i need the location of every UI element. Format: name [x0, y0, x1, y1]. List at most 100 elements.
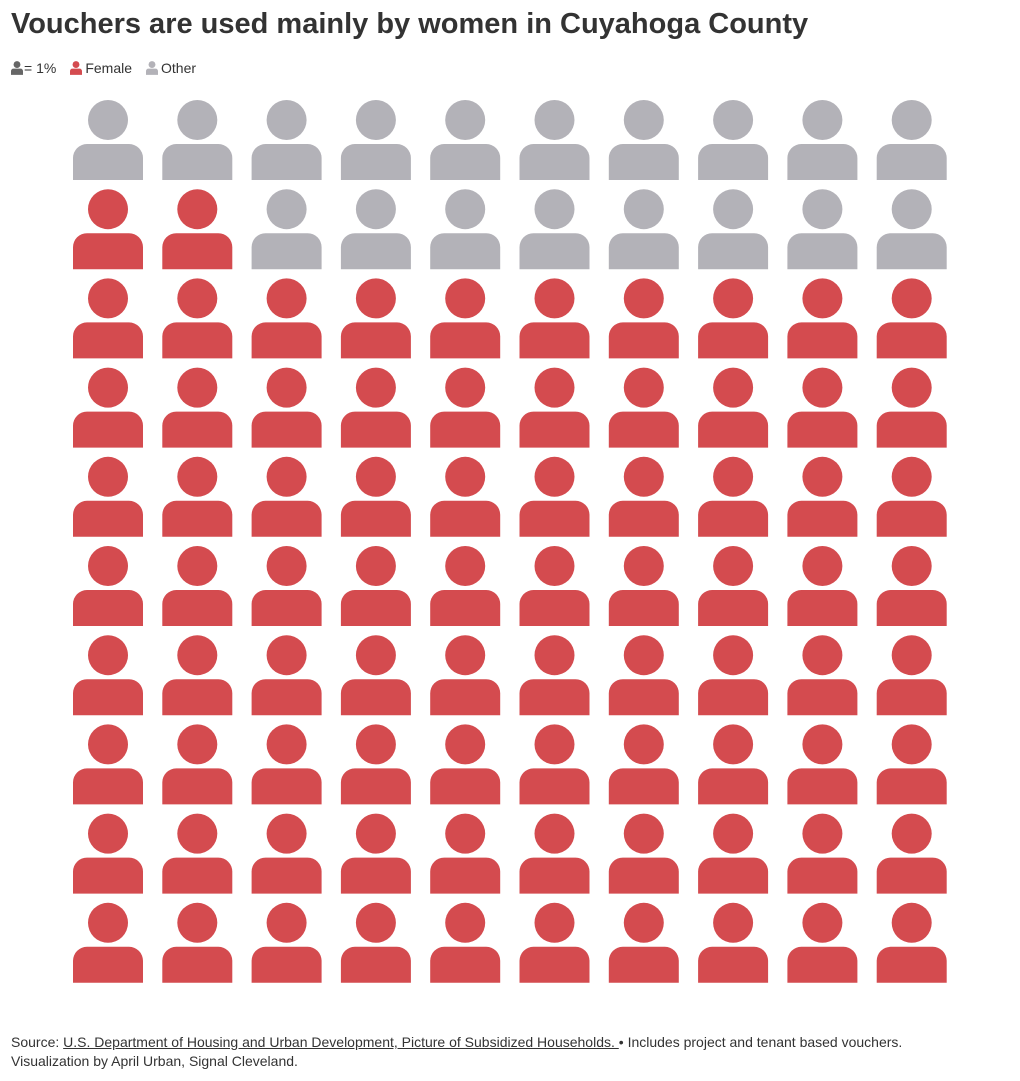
legend-item-female: Female [70, 60, 132, 76]
person-icon-other [73, 100, 143, 180]
person-icon-female [698, 635, 769, 716]
person-icon-other [698, 100, 769, 180]
person-icon [146, 61, 158, 75]
person-icon [11, 61, 23, 75]
person-icon-female [608, 813, 679, 894]
person-icon-other [162, 100, 233, 180]
person-icon-female [251, 367, 322, 448]
person-icon-female [876, 456, 947, 537]
person-icon-female [519, 278, 590, 359]
person-icon-female [608, 902, 679, 983]
person-icon-female [787, 724, 858, 805]
person-icon-other [876, 100, 947, 180]
person-icon-other [698, 189, 769, 270]
person-icon-female [787, 278, 858, 359]
person-icon-female [340, 724, 411, 805]
person-icon-female [430, 456, 501, 537]
person-icon-female [340, 456, 411, 537]
person-icon-female [251, 635, 322, 716]
person-icon-female [340, 278, 411, 359]
person-icon-female [430, 546, 501, 626]
person-icon-female [698, 546, 769, 626]
person-icon-female [430, 367, 501, 448]
person-icon-female [608, 546, 679, 626]
person-icon-female [73, 367, 143, 448]
person-icon-female [876, 635, 947, 716]
person-icon-female [876, 546, 947, 626]
person-icon-female [73, 635, 143, 716]
person-icon-female [519, 724, 590, 805]
person-icon-female [162, 902, 233, 983]
person-icon-female [519, 456, 590, 537]
person-icon-other [787, 189, 858, 270]
waffle-chart [73, 100, 947, 983]
person-icon-female [162, 456, 233, 537]
person-icon-female [430, 813, 501, 894]
person-icon-female [519, 813, 590, 894]
person-icon-female [340, 635, 411, 716]
person-icon-female [251, 278, 322, 359]
person-icon-other [608, 189, 679, 270]
person-icon-female [698, 456, 769, 537]
person-icon-female [698, 278, 769, 359]
person-icon-other [340, 100, 411, 180]
legend-item-other: Other [146, 60, 196, 76]
credit-line: Visualization by April Urban, Signal Cle… [11, 1053, 298, 1069]
person-icon-female [698, 902, 769, 983]
person-icon-other [251, 100, 322, 180]
source-link[interactable]: U.S. Department of Housing and Urban Dev… [63, 1034, 619, 1050]
person-icon-female [73, 724, 143, 805]
person-icon-female [251, 902, 322, 983]
person-icon-female [787, 813, 858, 894]
person-icon-female [519, 635, 590, 716]
legend: = 1% Female Other [11, 58, 210, 78]
person-icon-female [73, 189, 143, 270]
person-icon-female [430, 635, 501, 716]
person-icon-female [430, 902, 501, 983]
person-icon-female [787, 546, 858, 626]
person-icon-female [340, 367, 411, 448]
person-icon-female [162, 278, 233, 359]
person-icon [70, 61, 83, 75]
person-icon-female [876, 813, 947, 894]
person-icon-female [162, 724, 233, 805]
person-icon-female [73, 902, 143, 983]
person-icon-female [340, 902, 411, 983]
person-icon-other [430, 100, 501, 180]
person-icon-female [608, 456, 679, 537]
person-icon-female [876, 724, 947, 805]
person-icon-female [340, 813, 411, 894]
person-icon-female [340, 546, 411, 626]
person-icon-female [608, 724, 679, 805]
person-icon-other [876, 189, 947, 270]
chart-title: Vouchers are used mainly by women in Cuy… [11, 8, 809, 40]
person-icon-female [787, 635, 858, 716]
person-icon-female [430, 724, 501, 805]
person-icon-female [519, 546, 590, 626]
person-icon-female [251, 546, 322, 626]
person-icon-female [876, 278, 947, 359]
person-icon-female [608, 635, 679, 716]
person-icon-female [162, 189, 233, 270]
person-icon-female [73, 456, 143, 537]
person-icon-female [698, 724, 769, 805]
person-icon-female [162, 546, 233, 626]
person-icon-other [519, 100, 590, 180]
source-line: Source: U.S. Department of Housing and U… [11, 1033, 1001, 1052]
person-icon-female [251, 724, 322, 805]
person-icon-other [787, 100, 858, 180]
person-icon-female [608, 278, 679, 359]
person-icon-female [162, 367, 233, 448]
person-icon-female [519, 367, 590, 448]
person-icon-female [162, 635, 233, 716]
footer: Source: U.S. Department of Housing and U… [11, 1033, 1001, 1071]
person-icon-female [251, 813, 322, 894]
legend-label-other: Other [161, 60, 197, 76]
person-icon-female [876, 367, 947, 448]
person-icon-female [73, 813, 143, 894]
person-icon-female [787, 902, 858, 983]
person-icon-other [340, 189, 411, 270]
person-icon-female [787, 367, 858, 448]
person-icon-female [698, 813, 769, 894]
person-icon-female [251, 456, 322, 537]
